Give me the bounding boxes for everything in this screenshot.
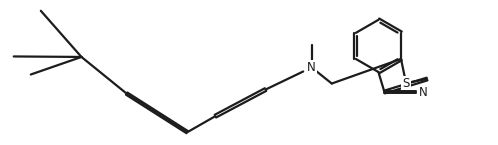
Text: S: S [402,77,410,89]
Text: N: N [419,86,428,99]
Text: N: N [307,61,316,74]
